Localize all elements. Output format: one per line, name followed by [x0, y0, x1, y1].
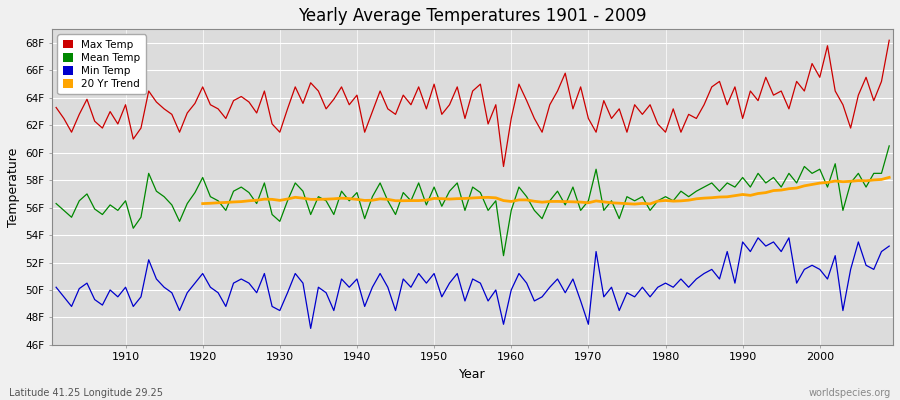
Y-axis label: Temperature: Temperature: [7, 147, 20, 227]
X-axis label: Year: Year: [459, 368, 486, 381]
Text: worldspecies.org: worldspecies.org: [809, 388, 891, 398]
Title: Yearly Average Temperatures 1901 - 2009: Yearly Average Temperatures 1901 - 2009: [299, 7, 647, 25]
Text: Latitude 41.25 Longitude 29.25: Latitude 41.25 Longitude 29.25: [9, 388, 163, 398]
Legend: Max Temp, Mean Temp, Min Temp, 20 Yr Trend: Max Temp, Mean Temp, Min Temp, 20 Yr Tre…: [58, 34, 146, 94]
